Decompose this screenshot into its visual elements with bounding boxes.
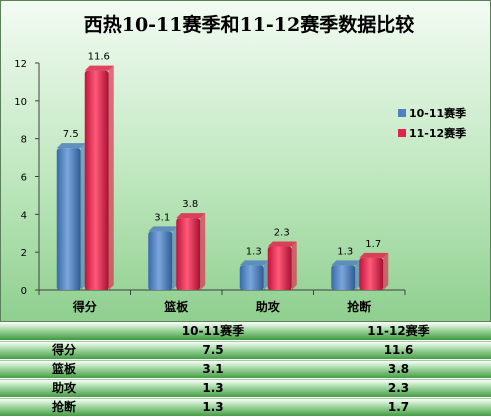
bar-1-2 <box>267 241 297 290</box>
bar-0-3 <box>331 260 361 290</box>
data-label: 7.5 <box>63 129 79 140</box>
table-header-row: 10-11赛季 11-12赛季 <box>0 322 491 341</box>
bar-front <box>148 231 173 290</box>
bar-0-1 <box>148 226 178 290</box>
x-category-label: 助攻 <box>256 299 281 314</box>
legend-label: 11-12赛季 <box>409 126 467 140</box>
y-tick-label: 0 <box>21 286 27 297</box>
table-row: 抢断 1.3 1.7 <box>0 397 491 417</box>
table-cell: 得分 <box>0 340 120 360</box>
table-cell: 助攻 <box>0 378 120 398</box>
legend-swatch <box>398 109 406 117</box>
bar-top <box>359 252 389 258</box>
x-category-label: 抢断 <box>347 299 371 314</box>
chart-title: 西热10-11赛季和11-12赛季数据比较 <box>84 13 415 36</box>
bar-1-3 <box>359 252 389 290</box>
bar-top <box>239 260 269 266</box>
legend-label: 10-11赛季 <box>409 106 467 120</box>
bar-side <box>355 260 361 290</box>
data-label: 3.8 <box>182 199 198 210</box>
bar-top <box>56 143 86 149</box>
bar-top <box>267 241 297 247</box>
y-tick-label: 12 <box>14 59 27 70</box>
chart-area: 西热10-11赛季和11-12赛季数据比较 0 2 4 6 8 10 12 得分 篮板 助攻 抢断 … <box>0 0 491 322</box>
table-cell: 2.3 <box>306 378 491 398</box>
data-label: 1.3 <box>246 246 262 257</box>
bar-side <box>200 213 206 290</box>
bar-side <box>80 143 86 290</box>
bar-side <box>172 226 178 290</box>
bar-top <box>84 65 114 71</box>
bar-side <box>383 252 389 290</box>
bar-side <box>263 260 269 290</box>
table-cell: 7.5 <box>120 340 306 360</box>
legend: 10-11赛季 11-12赛季 <box>398 106 467 140</box>
table-header-cell <box>0 322 120 341</box>
bar-front <box>359 257 384 290</box>
table-cell: 3.8 <box>306 359 491 379</box>
bar-top <box>331 260 361 266</box>
data-label: 3.1 <box>154 212 170 223</box>
table-header-cell: 10-11赛季 <box>120 322 306 341</box>
table-row: 得分 7.5 11.6 <box>0 340 491 360</box>
y-tick-label: 4 <box>21 210 27 221</box>
table-cell: 3.1 <box>120 359 306 379</box>
legend-swatch <box>398 129 406 137</box>
table-header-cell: 11-12赛季 <box>306 322 491 341</box>
bar-front <box>239 265 264 290</box>
bar-0-2 <box>239 260 269 290</box>
table-cell: 1.3 <box>120 378 306 398</box>
table-cell: 1.3 <box>120 397 306 417</box>
table-cell: 1.7 <box>306 397 491 417</box>
x-category-label: 篮板 <box>163 299 189 314</box>
data-table: 10-11赛季 11-12赛季 得分 7.5 11.6 篮板 3.1 3.8 助… <box>0 322 491 417</box>
table-cell: 抢断 <box>0 397 120 417</box>
bar-0-0 <box>56 143 86 290</box>
table-cell: 11.6 <box>306 340 491 360</box>
bars: 7.5 3.1 1.3 1.3 11.6 3.8 2.3 1.7 <box>56 52 389 290</box>
bar-1-1 <box>176 213 206 290</box>
bar-top <box>176 213 206 219</box>
table-cell: 篮板 <box>0 359 120 379</box>
data-label: 2.3 <box>274 227 290 238</box>
bar-side <box>108 65 114 290</box>
axes: 0 2 4 6 8 10 12 得分 篮板 助攻 抢断 <box>14 59 406 314</box>
x-category-label: 得分 <box>72 299 97 314</box>
bar-front <box>176 218 201 290</box>
bar-front <box>267 246 292 290</box>
data-label: 1.3 <box>337 246 353 257</box>
y-tick-label: 2 <box>21 248 27 259</box>
bar-top <box>148 226 178 232</box>
table-row: 助攻 1.3 2.3 <box>0 378 491 398</box>
y-tick-label: 8 <box>21 135 27 146</box>
data-label: 11.6 <box>88 52 110 63</box>
bar-front <box>331 265 356 290</box>
table-row: 篮板 3.1 3.8 <box>0 359 491 379</box>
bar-front <box>56 148 81 290</box>
bar-front <box>84 70 109 290</box>
data-label: 1.7 <box>365 239 381 250</box>
bar-1-0 <box>84 65 114 290</box>
bar-side <box>291 241 297 290</box>
y-tick-label: 10 <box>14 97 27 108</box>
y-tick-label: 6 <box>21 173 27 184</box>
